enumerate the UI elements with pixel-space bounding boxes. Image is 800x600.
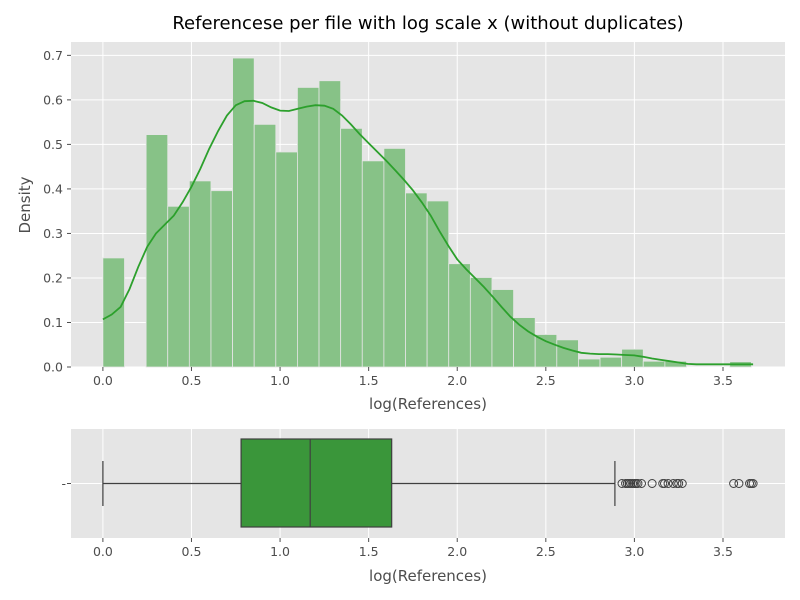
histogram-bar — [491, 289, 514, 368]
histogram-x-axis-label: log(References) — [369, 395, 487, 413]
histogram-x-tick-label: 1.0 — [270, 373, 290, 388]
boxplot-x-axis-label: log(References) — [369, 567, 487, 585]
histogram-bar — [383, 148, 406, 368]
outlier-point — [668, 479, 678, 488]
boxplot-panel: 0.0 0.5 1.0 1.5 2.0 2.5 3.0 3.5 - log(Reference… — [61, 429, 785, 585]
outlier-point — [734, 479, 744, 488]
histogram-bar — [469, 277, 493, 368]
outlier-point — [633, 479, 643, 488]
kde-curve — [102, 99, 754, 366]
histogram-bar — [167, 205, 190, 368]
outlier-point — [677, 479, 687, 488]
histogram-bar — [578, 358, 601, 368]
boxplot-x-tick-label: 1.0 — [270, 544, 290, 559]
histogram-bar — [340, 127, 363, 368]
histogram-bar — [513, 317, 536, 368]
histogram-bar — [145, 134, 169, 368]
outlier-point — [663, 479, 673, 488]
histogram-x-tick-label: 0.5 — [182, 373, 202, 388]
histogram-y-tick-label: 0.6 — [43, 92, 63, 107]
histogram-bar — [188, 180, 212, 368]
histogram-x-tick-label: 2.0 — [447, 373, 467, 388]
histogram-y-tick-label: 0.2 — [43, 270, 63, 285]
boxplot-x-tick-label: 3.5 — [713, 544, 733, 559]
outlier-point — [647, 479, 657, 488]
outlier-point — [636, 479, 646, 488]
histogram-y-tick-label: 0.0 — [43, 360, 63, 375]
histogram-y-tick-label: 0.5 — [43, 137, 63, 152]
boxplot-x-tick-label: 2.0 — [447, 544, 467, 559]
boxplot-x-tick-label: 0.5 — [182, 544, 202, 559]
histogram-bar — [253, 123, 277, 368]
histogram-y-axis-label: Density — [16, 176, 34, 233]
histogram-bar — [448, 263, 471, 368]
histogram-bar — [599, 356, 623, 368]
histogram-x-ticks: 0.0 0.5 1.0 1.5 2.0 2.5 3.0 3.5 — [93, 367, 733, 388]
outlier-point — [617, 479, 627, 488]
outlier-point — [674, 479, 684, 488]
histogram-bars — [102, 57, 752, 368]
histogram-y-tick-label: 0.3 — [43, 226, 63, 241]
histogram-bar — [534, 334, 558, 368]
histogram-bar — [210, 190, 233, 368]
histogram-x-tick-label: 2.5 — [536, 373, 556, 388]
histogram-panel: 0.0 0.5 1.0 1.5 2.0 2.5 3.0 3.5 0.0 0.1 0.2 0.3 0.4… — [16, 13, 785, 413]
outlier-point — [748, 479, 758, 488]
boxplot-x-tick-label: 0.0 — [93, 544, 113, 559]
histogram-x-tick-label: 0.0 — [93, 373, 113, 388]
histogram-bar — [361, 160, 385, 368]
histogram-y-tick-label: 0.1 — [43, 315, 63, 330]
boxplot-x-ticks: 0.0 0.5 1.0 1.5 2.0 2.5 3.0 3.5 — [93, 538, 733, 559]
histogram-bar — [556, 339, 579, 368]
boxplot — [102, 438, 758, 528]
interquartile-box — [240, 438, 393, 528]
histogram-y-ticks: 0.0 0.1 0.2 0.3 0.4 0.5 0.6 0.7 — [43, 48, 71, 375]
boxplot-x-tick-label: 1.5 — [359, 544, 379, 559]
boxplot-x-tick-label: 2.5 — [536, 544, 556, 559]
boxplot-x-tick-label: 3.0 — [624, 544, 644, 559]
chart-title: Referencese per file with log scale x (w… — [172, 13, 683, 34]
histogram-y-tick-label: 0.4 — [43, 181, 63, 196]
boxplot-y-tick-label: - — [61, 476, 66, 491]
histogram-y-tick-label: 0.7 — [43, 48, 63, 63]
histogram-bar — [275, 151, 298, 368]
histogram-bar — [318, 80, 342, 368]
outlier-point — [729, 479, 739, 488]
histogram-bar — [297, 87, 320, 368]
histogram-bar — [426, 200, 450, 368]
histogram-bar — [621, 348, 644, 368]
histogram-x-tick-label: 3.0 — [624, 373, 644, 388]
outlier-point — [660, 479, 670, 488]
histogram-bar — [405, 192, 428, 368]
histogram-x-tick-label: 1.5 — [359, 373, 379, 388]
histogram-x-tick-label: 3.5 — [713, 373, 733, 388]
histogram-bar — [642, 360, 666, 368]
